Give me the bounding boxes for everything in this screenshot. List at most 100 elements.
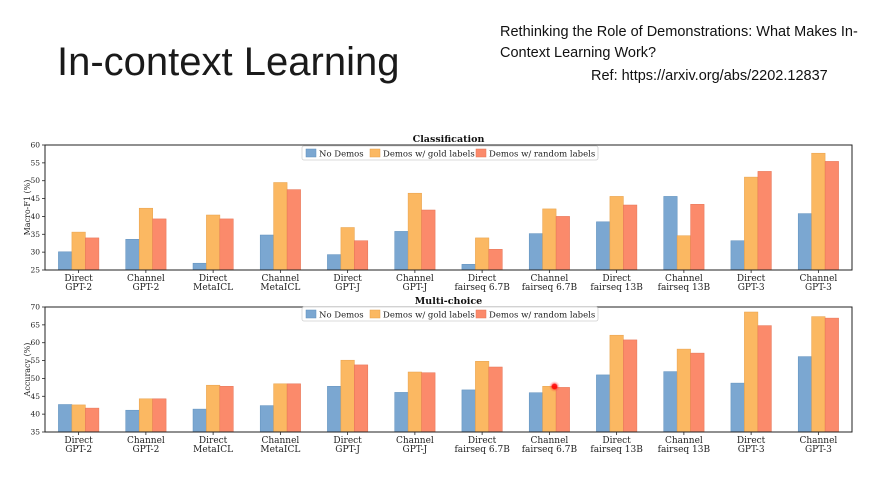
- bar: [273, 182, 288, 271]
- bar: [58, 404, 73, 433]
- x-tick-label: Direct: [199, 436, 228, 446]
- bar: [286, 189, 301, 271]
- bar: [542, 386, 557, 433]
- bar: [461, 389, 476, 433]
- x-tick-label: GPT-3: [738, 445, 765, 455]
- bar: [58, 251, 73, 271]
- bar: [138, 398, 153, 433]
- x-tick-label: GPT-3: [738, 283, 765, 293]
- y-tick-label: 45: [30, 392, 40, 401]
- bar: [811, 152, 826, 271]
- bar: [327, 386, 342, 433]
- x-tick-label: fairseq 13B: [658, 283, 711, 293]
- y-tick-label: 70: [30, 303, 40, 312]
- y-tick-label: 65: [30, 320, 40, 329]
- x-tick-label: Channel: [530, 274, 568, 284]
- legend-label: Demos w/ random labels: [489, 150, 595, 160]
- chart-title: Multi-choice: [415, 296, 482, 307]
- x-tick-label: Channel: [261, 274, 299, 284]
- chart-1: Multi-choice Accuracy (%) 35 40 45 50 55 60 65 70…: [23, 296, 853, 455]
- x-tick-label: fairseq 13B: [590, 445, 643, 455]
- x-tick-label: GPT-J: [403, 445, 428, 455]
- bar: [676, 235, 691, 271]
- bar: [152, 398, 167, 433]
- x-tick-label: Channel: [261, 436, 299, 446]
- slide-title: In-context Learning: [57, 40, 400, 84]
- bar: [609, 334, 624, 433]
- x-tick-label: Direct: [602, 436, 631, 446]
- bar: [555, 387, 570, 433]
- bar: [797, 213, 812, 271]
- y-tick-label: 35: [30, 428, 40, 437]
- x-tick-label: MetaICL: [260, 283, 300, 293]
- bar: [421, 372, 436, 433]
- x-tick-label: GPT-J: [335, 283, 360, 293]
- x-tick-label: Channel: [127, 274, 165, 284]
- bar: [340, 359, 355, 433]
- bar: [206, 214, 221, 271]
- x-tick-label: Channel: [127, 436, 165, 446]
- x-tick-label: Direct: [468, 436, 497, 446]
- bar: [407, 371, 422, 433]
- bar: [542, 208, 557, 271]
- bar: [219, 386, 234, 433]
- bar: [475, 361, 490, 433]
- bar: [85, 407, 100, 433]
- bar: [152, 218, 167, 271]
- bar: [623, 339, 638, 433]
- bar: [824, 317, 839, 433]
- bar: [528, 392, 543, 433]
- y-tick-label: 40: [30, 410, 40, 419]
- x-tick-label: GPT-2: [132, 283, 159, 293]
- x-tick-label: GPT-2: [132, 445, 159, 455]
- bar: [488, 249, 503, 271]
- x-tick-label: fairseq 6.7B: [454, 445, 510, 455]
- x-tick-label: Channel: [396, 274, 434, 284]
- x-tick-label: GPT-2: [65, 283, 92, 293]
- x-tick-label: Direct: [737, 274, 766, 284]
- bar: [690, 204, 705, 271]
- legend-label: No Demos: [319, 150, 364, 160]
- legend-label: Demos w/ random labels: [489, 311, 595, 321]
- x-tick-label: Channel: [530, 436, 568, 446]
- bar: [528, 233, 543, 271]
- bar: [596, 374, 611, 433]
- y-tick-label: 35: [30, 230, 40, 239]
- x-tick-label: Channel: [799, 436, 837, 446]
- y-tick-label: 50: [30, 374, 40, 383]
- legend-swatch: [305, 148, 317, 158]
- bar: [730, 240, 745, 271]
- x-tick-label: fairseq 6.7B: [522, 283, 578, 293]
- x-tick-label: MetaICL: [260, 445, 300, 455]
- chart-title: Classification: [413, 134, 485, 145]
- bar: [555, 216, 570, 271]
- bar: [757, 171, 772, 271]
- legend-label: Demos w/ gold labels: [383, 311, 475, 321]
- x-tick-label: fairseq 6.7B: [522, 445, 578, 455]
- bar: [125, 409, 140, 433]
- bar: [663, 371, 678, 433]
- plot-frame: [44, 144, 853, 271]
- x-tick-label: GPT-J: [403, 283, 428, 293]
- x-tick-label: Direct: [737, 436, 766, 446]
- x-tick-label: Channel: [665, 436, 703, 446]
- y-tick-label: 60: [30, 338, 40, 347]
- reference-link[interactable]: Ref: https://arxiv.org/abs/2202.12837: [591, 68, 828, 84]
- bar: [354, 364, 369, 433]
- y-tick-label: 60: [30, 141, 40, 150]
- x-tick-label: Channel: [396, 436, 434, 446]
- bar: [327, 254, 342, 271]
- chart-0: Classification Macro-F1 (%) 25 30 35 40 45 50 55…: [23, 134, 853, 293]
- bar: [730, 382, 745, 433]
- legend-swatch: [475, 148, 487, 158]
- bar: [71, 231, 86, 271]
- bar: [192, 262, 207, 271]
- bar: [797, 356, 812, 433]
- bar: [676, 348, 691, 433]
- x-tick-label: GPT-3: [805, 445, 832, 455]
- bar: [340, 227, 355, 271]
- bar: [609, 196, 624, 271]
- bar: [811, 316, 826, 433]
- x-tick-label: Channel: [799, 274, 837, 284]
- x-tick-label: fairseq 13B: [658, 445, 711, 455]
